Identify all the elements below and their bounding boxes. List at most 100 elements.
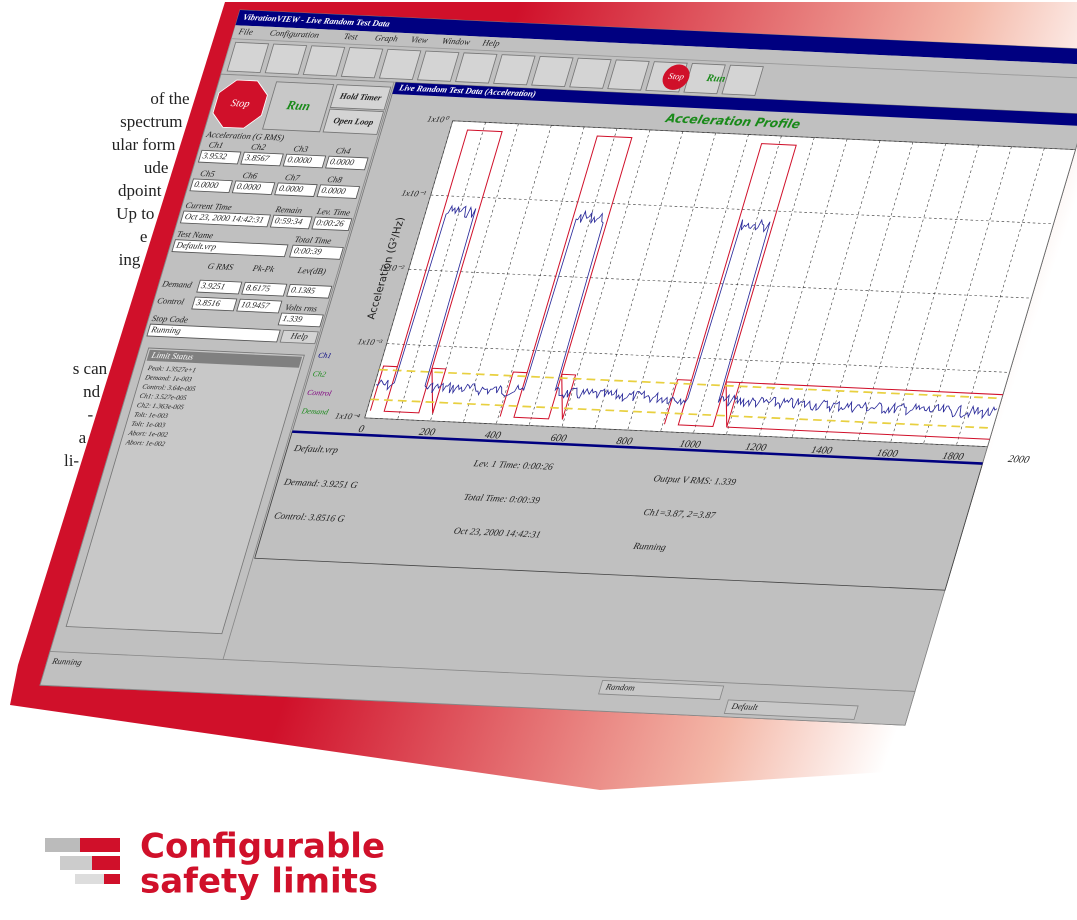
field-value: 0.1385	[290, 285, 317, 296]
label: Ch8	[326, 174, 344, 184]
limit-lines	[369, 129, 1004, 440]
tool-button	[531, 55, 574, 88]
stop-sign	[212, 79, 268, 129]
label: Demand	[160, 279, 194, 290]
doc-line: a	[79, 428, 87, 447]
field	[236, 298, 283, 314]
tool-button	[493, 54, 536, 86]
field-value: 0.0000	[320, 185, 347, 196]
menu-item: File	[237, 26, 255, 36]
field-value: 0.0000	[329, 156, 356, 167]
button-label: Open Loop	[332, 115, 375, 127]
doc-line: nd	[83, 382, 101, 401]
heading-line: Configurable	[140, 827, 385, 867]
field-value: 0:00:39	[293, 245, 324, 256]
status-text: Total Time: 0:00:39	[462, 492, 541, 506]
doc-line: Up to	[116, 204, 154, 223]
heading-line: safety limits	[140, 862, 378, 902]
doc-text: of the spectrum ular form ude dpoint Up to e in…	[64, 89, 190, 470]
menu-item: View	[410, 34, 430, 44]
y-tick-label: 1x10⁰	[426, 114, 451, 125]
label: Ch6	[241, 170, 259, 180]
limit-line: Demand: 1e-003	[143, 373, 193, 383]
field	[289, 244, 344, 260]
field-value: 0.0000	[278, 183, 305, 194]
status-cell	[598, 679, 725, 700]
x-tick-label: 2000	[1007, 454, 1032, 466]
doc-line: e	[140, 227, 148, 246]
label: Total Time	[293, 234, 332, 245]
limit-line: Abort: 1e-002	[127, 429, 170, 439]
grid-line	[528, 128, 618, 426]
stop-icon	[662, 64, 690, 90]
x-tick-label: 800	[615, 436, 634, 447]
status-text: Control: 3.8516 G	[273, 511, 346, 525]
x-tick-label: 1400	[809, 445, 834, 457]
label: Acceleration (G RMS)	[204, 129, 285, 142]
y-tick-label: 1x10⁻³	[356, 336, 383, 347]
button-label: Stop	[229, 98, 251, 109]
field	[231, 180, 276, 195]
limit-line: Abort: 1e-002	[124, 438, 167, 448]
tool-button	[302, 45, 346, 77]
tool-button	[721, 64, 764, 96]
field	[241, 281, 288, 297]
x-tick-label: 1000	[678, 439, 703, 451]
field	[316, 184, 361, 199]
status-text: Running	[631, 541, 668, 553]
field	[274, 182, 318, 197]
status-bar-text: Default	[729, 701, 759, 712]
chart-window-title-bar	[392, 82, 1077, 126]
tool-label: Run	[704, 73, 727, 85]
limit-line: Ch1: 3.527e-005	[139, 392, 189, 402]
field-value: 3.9251	[199, 280, 227, 291]
status-text: Output V RMS: 1.339	[652, 474, 738, 488]
legend-entry: Control	[306, 388, 332, 398]
button	[322, 108, 385, 135]
tool-button	[226, 41, 270, 73]
doc-line: s can	[73, 359, 108, 378]
menu-bar	[231, 25, 1077, 79]
label: Pk-Pk	[251, 263, 276, 274]
label: Current Time	[184, 200, 233, 212]
field-value: Running	[149, 324, 183, 335]
tool-button	[607, 59, 650, 91]
limit-box-title: Limit Status	[149, 350, 195, 362]
label: G RMS	[207, 261, 236, 272]
field-value: 0:00:26	[315, 217, 346, 228]
screenshot: VibrationVIEW - Live Random Test DataFil…	[39, 9, 1077, 726]
status-bar	[39, 650, 916, 726]
grid-line	[430, 123, 519, 421]
status-text: Ch1=3.87, 2=3.87	[642, 507, 718, 521]
limit-line: Control: 3.64e-005	[141, 383, 197, 393]
doc-line: ing	[119, 250, 141, 269]
doc-line: ular form	[112, 135, 176, 154]
button-label: Help	[289, 331, 310, 342]
field	[196, 279, 243, 295]
field-value: 3.9532	[201, 150, 229, 161]
title-bar	[235, 10, 1077, 66]
label: Control	[156, 296, 186, 307]
menu-item: Configuration	[269, 28, 321, 40]
doc-line: -	[87, 405, 93, 424]
label: Ch4	[335, 146, 353, 156]
field	[269, 214, 313, 230]
button	[279, 329, 319, 345]
y-tick-label: 1x10⁻²	[378, 262, 405, 273]
label: Test Name	[176, 229, 215, 240]
status-text: Demand: 3.9251 G	[282, 477, 359, 491]
trace	[376, 204, 998, 420]
field-value: Oct 23, 2000 14:42:31	[184, 211, 266, 224]
tool-button	[378, 48, 422, 81]
status-text: Default.vrp	[292, 443, 340, 456]
grid-line	[923, 146, 1012, 444]
field	[189, 178, 233, 194]
field-value: 10.9457	[240, 299, 272, 310]
x-tick-label: 400	[483, 430, 502, 441]
field-value: 0:59:34	[274, 215, 305, 226]
field-value: 0.0000	[286, 154, 313, 165]
menu-item: Graph	[374, 33, 399, 44]
field	[146, 323, 281, 343]
